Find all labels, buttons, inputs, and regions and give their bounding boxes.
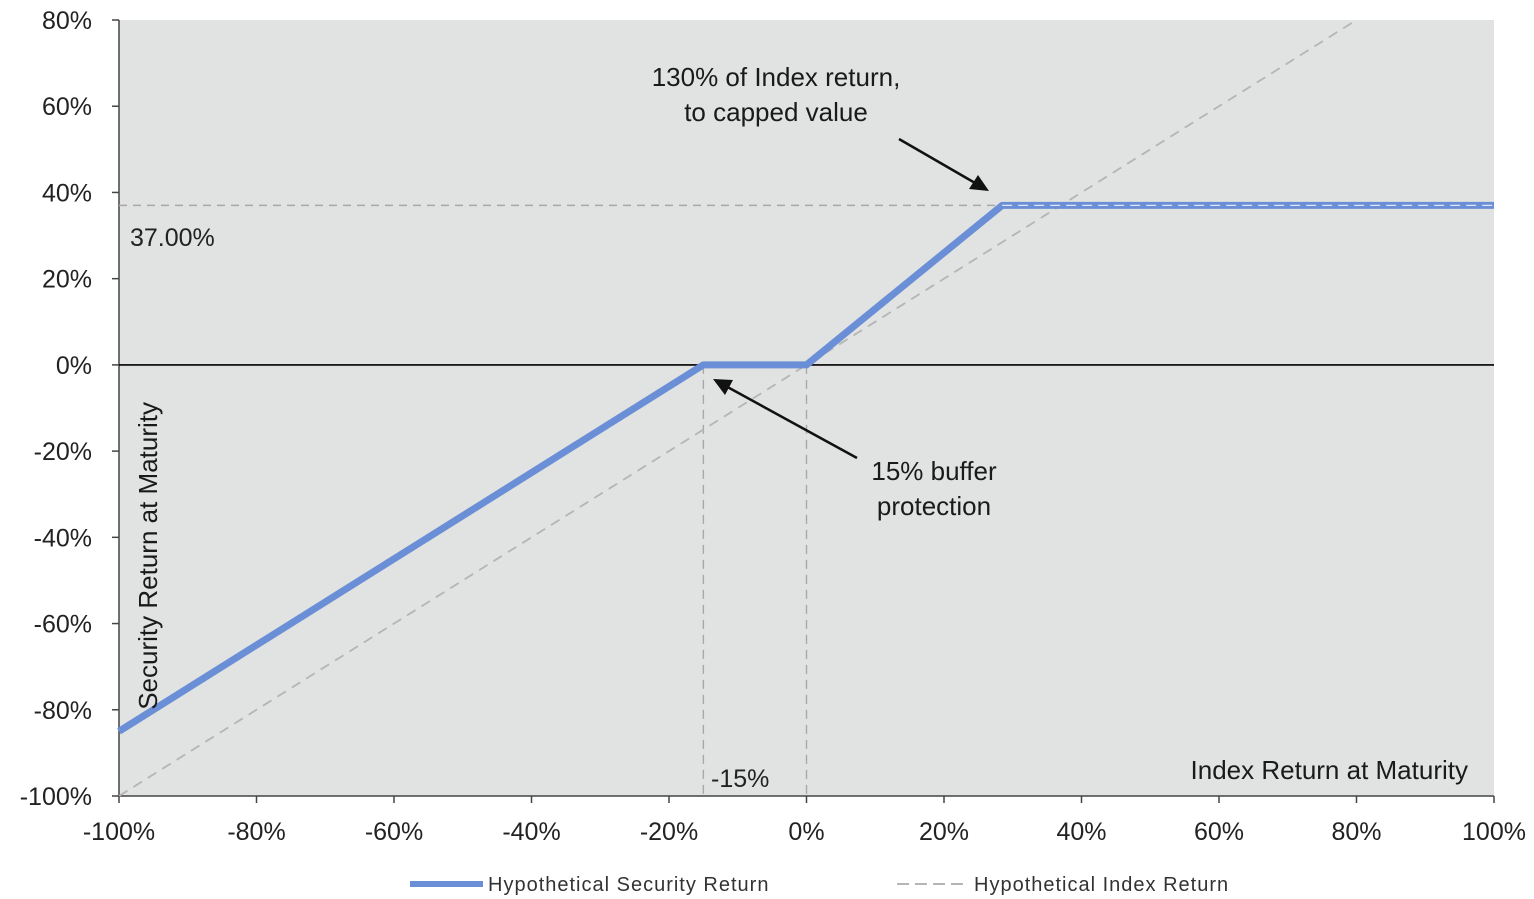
y-tick-label: 80% xyxy=(42,7,92,35)
y-tick-label: -40% xyxy=(34,524,92,552)
series-layer xyxy=(117,19,1494,797)
legend-label-security: Hypothetical Security Return xyxy=(488,874,769,896)
series-line-index xyxy=(118,19,1357,797)
y-tick-label: 0% xyxy=(56,352,92,380)
x-tick-label: 0% xyxy=(788,818,824,846)
buffer-label: -15% xyxy=(711,765,769,793)
x-tick-label: 100% xyxy=(1462,818,1526,846)
x-axis-label: Index Return at Maturity xyxy=(1191,755,1468,785)
y-tick-label: 20% xyxy=(42,266,92,294)
annotation-cap-arrow xyxy=(898,137,983,189)
x-tick-label: 80% xyxy=(1331,818,1381,846)
annotation-cap-line1: 130% of Index return, xyxy=(652,62,901,92)
y-tick-label: -100% xyxy=(20,783,92,811)
x-tick-label: 60% xyxy=(1194,818,1244,846)
x-tick-label: -100% xyxy=(83,818,155,846)
x-tick-label: -20% xyxy=(640,818,698,846)
labels-layer: 37.00% -15% Index Return at Maturity Sec… xyxy=(130,62,1468,793)
annotation-buffer-arrow xyxy=(721,382,858,460)
y-tick-label: -80% xyxy=(34,697,92,725)
x-tick-label: 20% xyxy=(919,818,969,846)
annotation-cap-arrowhead xyxy=(969,175,989,191)
annotation-buffer-line2: protection xyxy=(877,491,991,521)
y-tick-label: -60% xyxy=(34,611,92,639)
y-tick-label: -20% xyxy=(34,438,92,466)
annotation-cap-line2: to capped value xyxy=(684,97,868,127)
legend-label-index: Hypothetical Index Return xyxy=(974,874,1229,896)
annotation-buffer-arrowhead xyxy=(713,379,733,395)
x-tick-label: -60% xyxy=(365,818,423,846)
cap-label: 37.00% xyxy=(130,224,215,252)
legend: Hypothetical Security Return Hypothetica… xyxy=(410,874,1229,896)
x-tick-label: 40% xyxy=(1056,818,1106,846)
x-tick-label: -40% xyxy=(502,818,560,846)
ticks-layer: -100% -80% -60% -40% -20% 0% 20% 40% 60% 80% 100% 8… xyxy=(20,7,1526,846)
x-tick-label: -80% xyxy=(227,818,285,846)
y-axis-label: Security Return at Maturity xyxy=(133,402,163,710)
annotation-buffer-line1: 15% buffer xyxy=(871,456,997,486)
y-tick-label: 60% xyxy=(42,93,92,121)
plot-area xyxy=(119,20,1494,796)
y-tick-label: 40% xyxy=(42,179,92,207)
